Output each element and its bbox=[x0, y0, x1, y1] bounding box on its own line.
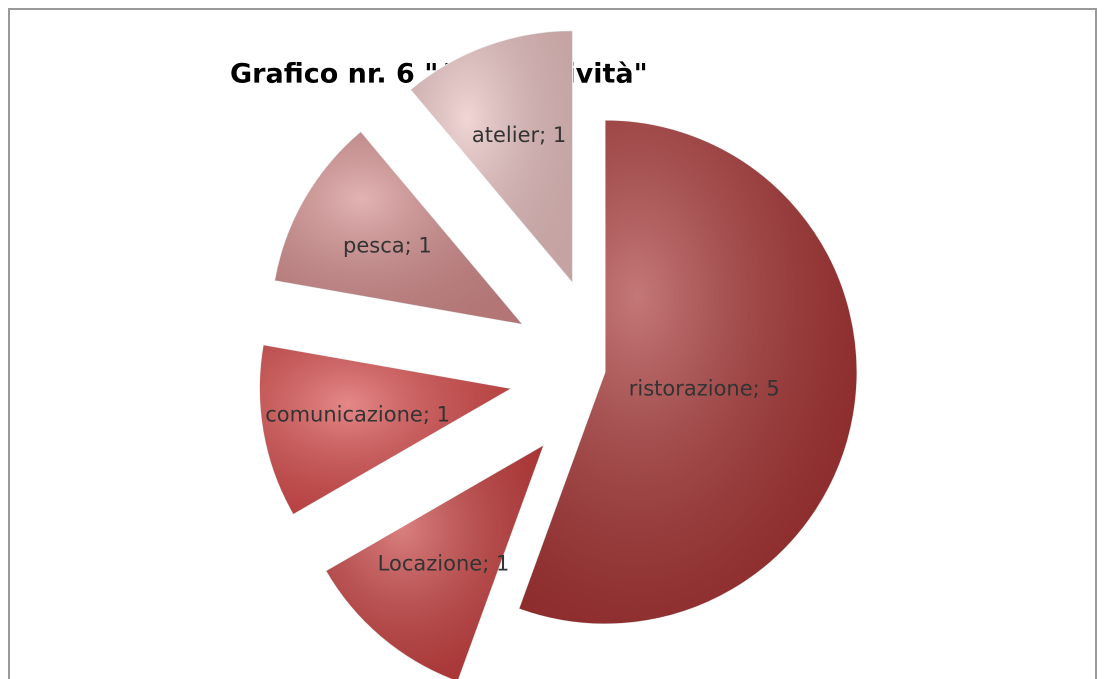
slice-shine bbox=[410, 30, 573, 283]
slice-shine bbox=[259, 344, 512, 515]
data-label: ristorazione; 5 bbox=[629, 377, 780, 401]
data-label: atelier; 1 bbox=[472, 123, 566, 147]
data-label: pesca; 1 bbox=[343, 233, 432, 257]
data-label: comunicazione; 1 bbox=[265, 403, 450, 427]
data-label: Locazione; 1 bbox=[378, 551, 510, 575]
slice-shine bbox=[325, 444, 544, 679]
slice-shine bbox=[274, 131, 523, 325]
slice-shine bbox=[518, 120, 857, 624]
